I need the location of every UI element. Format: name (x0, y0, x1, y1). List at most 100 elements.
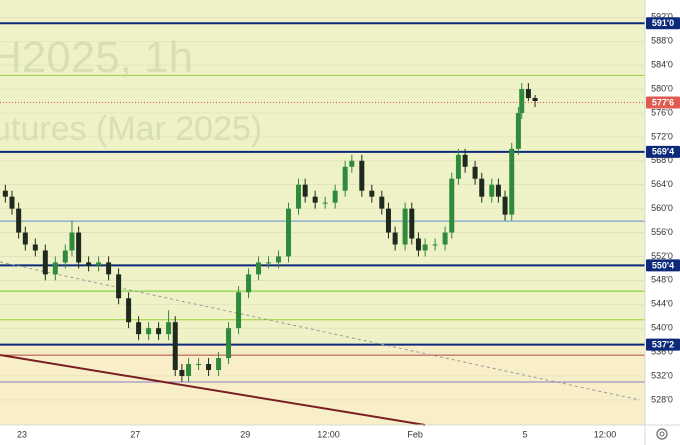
candle-body (432, 244, 438, 246)
candle-body (349, 160, 355, 167)
price-badge (646, 96, 680, 109)
x-tick-label: Feb (407, 429, 423, 439)
y-tick-label: 568'0 (651, 155, 673, 165)
candle-body (52, 262, 58, 275)
candle-body (332, 190, 338, 203)
candle-body (196, 364, 202, 366)
zone-lower (0, 344, 645, 425)
y-tick-label: 580'0 (651, 83, 673, 93)
candle-body (312, 196, 318, 203)
candle-body (22, 232, 28, 245)
candle-body (479, 178, 485, 197)
candle-body (369, 190, 375, 197)
candle-body (156, 328, 162, 335)
candle-body (449, 178, 455, 233)
y-tick-label: 576'0 (651, 107, 673, 117)
candle-body (76, 232, 82, 263)
candle-body (146, 328, 152, 335)
candle-body (136, 322, 142, 335)
x-tick-label: 29 (240, 429, 250, 439)
y-tick-label: 556'0 (651, 227, 673, 237)
y-tick-label: 560'0 (651, 203, 673, 213)
candle-body (86, 262, 92, 266)
price-badge-label: 537'2 (652, 339, 674, 349)
candle-body (462, 154, 468, 167)
x-tick-label: 12:00 (317, 429, 340, 439)
candle-body (9, 196, 15, 209)
settings-icon[interactable] (656, 428, 668, 440)
candle-body (415, 238, 421, 251)
candle-body (296, 184, 302, 209)
candle-body (186, 364, 192, 376)
settings-gear[interactable] (656, 428, 668, 440)
candle-body (69, 232, 75, 251)
y-tick-label: 552'0 (651, 251, 673, 261)
candle-body (256, 262, 262, 275)
price-badge-label: 577'6 (652, 97, 674, 107)
axis-pane (0, 425, 680, 445)
y-tick-label: 588'0 (651, 36, 673, 46)
trend-line (0, 261, 641, 401)
x-tick-label: 27 (130, 429, 140, 439)
price-badge-label: 550'4 (652, 260, 674, 270)
candle-body (519, 89, 525, 113)
y-tick-label: 572'0 (651, 131, 673, 141)
candle-body (302, 184, 308, 197)
price-badge (646, 17, 680, 30)
x-tick-label: 5 (523, 429, 528, 439)
candle-body (532, 98, 538, 102)
candle-body (106, 262, 112, 275)
price-badge (646, 259, 680, 272)
y-tick-label: 592'0 (651, 12, 673, 22)
candle-body (359, 160, 365, 191)
candle-body (472, 166, 478, 179)
y-tick-label: 584'0 (651, 60, 673, 70)
candle-body (62, 250, 68, 263)
candle-body (489, 184, 495, 197)
candle-body (422, 244, 428, 251)
candle-body (502, 196, 508, 215)
y-tick-label: 528'0 (651, 394, 673, 404)
candle-body (172, 322, 178, 371)
candle-body (409, 208, 415, 239)
y-tick-label: 532'0 (651, 370, 673, 380)
candle-body (266, 262, 272, 264)
y-tick-label: 548'0 (651, 275, 673, 285)
candle-body (179, 370, 185, 376)
price-badge-label: 591'0 (652, 18, 674, 28)
zone-upper (0, 0, 645, 345)
candle-body (126, 298, 132, 323)
candle-body (392, 232, 398, 245)
candle-body (455, 154, 461, 179)
candle-body (509, 148, 515, 215)
candle-body (276, 256, 282, 263)
candle-body (96, 262, 102, 266)
candle-body (495, 184, 501, 197)
price-badge-label: 569'4 (652, 147, 674, 157)
candle-body (2, 190, 8, 197)
settings-gear-hub[interactable] (659, 431, 665, 437)
candle-body (379, 196, 385, 209)
candle-body (206, 364, 212, 371)
watermark-description: utures (Mar 2025) (0, 110, 262, 148)
watermark-symbol: H2025, 1h (0, 33, 193, 82)
candle-body (342, 166, 348, 191)
candle-body (216, 358, 222, 371)
candle-body (166, 322, 172, 335)
candle-body (42, 250, 48, 275)
candle-body (385, 208, 391, 233)
candle-body (402, 208, 408, 245)
candle-body (16, 208, 22, 233)
candle-body (515, 112, 521, 149)
y-tick-label: 564'0 (651, 179, 673, 189)
candle-body (525, 89, 531, 99)
price-badge (646, 145, 680, 158)
candle-body (246, 274, 252, 293)
candle-body (322, 202, 328, 204)
candle-body (442, 232, 448, 245)
x-tick-label: 23 (17, 429, 27, 439)
x-tick-label: 12:00 (594, 429, 617, 439)
candle-body (226, 328, 232, 359)
